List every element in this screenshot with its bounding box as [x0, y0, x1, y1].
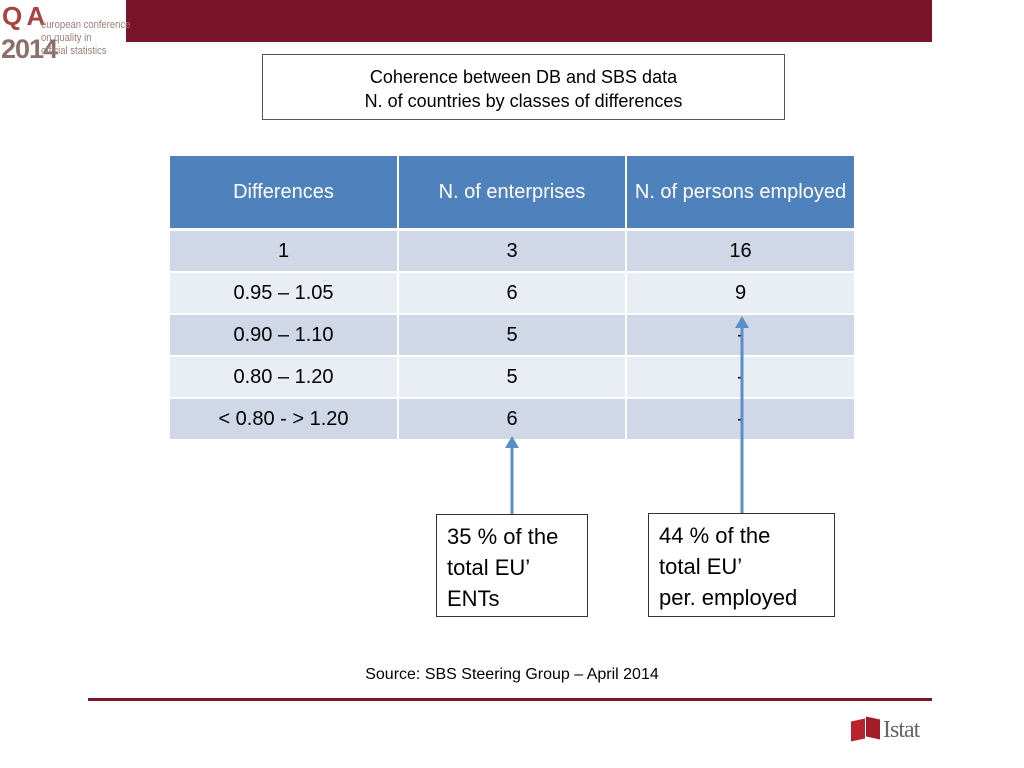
cell-enterprises: 6	[398, 272, 627, 315]
logo-line: on quality in	[41, 32, 92, 44]
footer-rule	[88, 698, 932, 701]
cell-persons: -	[626, 314, 854, 357]
cell-persons: 16	[626, 229, 854, 273]
istat-logo: Istat	[851, 716, 933, 743]
cell-persons: 9	[626, 272, 854, 315]
cell-difference: 0.80 – 1.20	[170, 356, 399, 399]
logo-line: official statistics	[41, 45, 107, 57]
table-row: 0.95 – 1.05 6 9	[170, 272, 854, 315]
istat-flag-right-icon	[866, 716, 880, 740]
callout-line: 44 % of the	[659, 523, 771, 548]
callout-enterprises: 35 % of the total EU’ ENTs	[436, 514, 588, 617]
cell-enterprises: 5	[398, 314, 627, 357]
logo-conference-text: european conference on quality in offici…	[41, 19, 130, 58]
logo-mark: Q A	[2, 1, 45, 31]
conference-logo: Q A 2014 european conference on quality …	[0, 0, 130, 80]
istat-flag-left-icon	[851, 718, 865, 742]
callout-line: 35 % of the	[447, 524, 559, 549]
table-row: < 0.80 - > 1.20 6 -	[170, 398, 854, 441]
source-text: Source: SBS Steering Group – April 2014	[365, 666, 659, 683]
istat-wordmark: Istat	[883, 717, 920, 743]
logo-year: 2014	[1, 34, 58, 64]
table-row: 0.80 – 1.20 5 -	[170, 356, 854, 399]
logo-line: european conference	[41, 19, 131, 31]
cell-difference: 0.95 – 1.05	[170, 272, 399, 315]
slide-title-box: Coherence between DB and SBS data N. of …	[262, 54, 785, 120]
cell-persons: -	[626, 398, 854, 441]
cell-enterprises: 3	[398, 229, 627, 273]
slide-title: Coherence between DB and SBS data	[369, 67, 678, 87]
slide-subtitle: N. of countries by classes of difference…	[364, 91, 683, 111]
table-row: 0.90 – 1.10 5 -	[170, 314, 854, 357]
cell-difference: 0.90 – 1.10	[170, 314, 399, 357]
header-differences: Differences	[170, 156, 399, 231]
callout-line: total EU’	[447, 555, 531, 580]
cell-enterprises: 5	[398, 356, 627, 399]
cell-difference: 1	[170, 229, 399, 273]
callout-line: per. employed	[659, 585, 798, 610]
callout-line: ENTs	[447, 586, 500, 611]
top-brand-bar	[126, 0, 932, 42]
cell-enterprises: 6	[398, 398, 627, 441]
source-note: Source: SBS Steering Group – April 2014	[0, 666, 1024, 684]
header-enterprises: N. of enterprises	[398, 156, 627, 231]
differences-table: Differences N. of enterprises N. of pers…	[170, 156, 854, 441]
header-persons-employed: N. of persons employed	[626, 156, 854, 231]
callout-persons: 44 % of the total EU’ per. employed	[648, 513, 835, 617]
cell-difference: < 0.80 - > 1.20	[170, 398, 399, 441]
cell-persons: -	[626, 356, 854, 399]
table-header-row: Differences N. of enterprises N. of pers…	[170, 156, 854, 231]
table-row: 1 3 16	[170, 229, 854, 273]
callout-line: total EU’	[659, 554, 743, 579]
